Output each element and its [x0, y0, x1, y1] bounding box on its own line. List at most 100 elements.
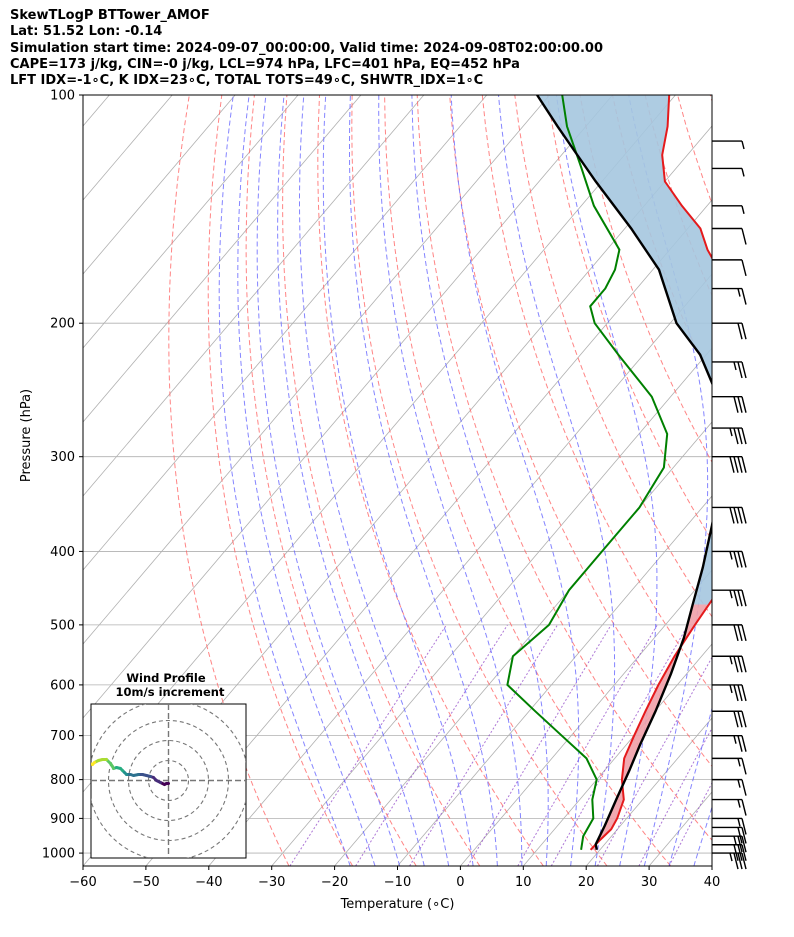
dry-adiabat	[245, 95, 417, 866]
wind-barb-flag	[741, 590, 747, 607]
wind-barb-flag	[733, 427, 739, 445]
chart-title: SkewTLogP BTTower_AMOF	[10, 8, 210, 23]
x-tick-label: 40	[704, 875, 721, 890]
moist-adiabat	[378, 95, 523, 866]
wind-barb-flag	[737, 396, 743, 413]
temperature-profile	[589, 95, 712, 851]
wind-barb	[712, 734, 747, 752]
chart-header: SkewTLogP BTTower_AMOF Lat: 51.52 Lon: -…	[10, 8, 603, 89]
isotherm-line	[271, 347, 712, 866]
isotherm-line	[83, 95, 299, 349]
wind-barb-half-flag	[733, 361, 737, 371]
mixing-ratio-line	[467, 624, 612, 866]
wind-barb-flag	[737, 656, 743, 673]
moist-adiabat	[555, 95, 658, 866]
y-axis-label: Pressure (hPa)	[19, 389, 34, 482]
moist-adiabat	[299, 95, 450, 866]
wind-barb-half-flag	[729, 551, 733, 560]
wind-barb-flag	[741, 758, 747, 775]
mixing-ratio-line	[289, 624, 447, 866]
wind-barb-flag	[741, 827, 747, 844]
y-tick-label: 700	[50, 729, 75, 744]
moist-adiabat	[411, 95, 549, 866]
moist-adiabat	[693, 805, 712, 866]
wind-barb	[712, 684, 747, 702]
indices-line: LFT IDX=-1∘C, K IDX=23∘C, TOTAL TOTS=49∘…	[10, 73, 484, 89]
wind-barb-flag	[741, 396, 747, 413]
dry-adiabat	[775, 95, 794, 866]
wind-barb	[712, 624, 747, 642]
wind-barb-flag	[737, 836, 743, 853]
location-line: Lat: 51.52 Lon: -0.14	[10, 24, 163, 40]
wind-barb	[712, 455, 747, 473]
wind-barb	[712, 205, 745, 214]
wind-barb-half-flag	[733, 735, 737, 744]
dry-adiabat	[317, 95, 544, 866]
wind-barb	[712, 361, 747, 379]
cin-area	[537, 95, 712, 605]
dry-adiabat	[514, 95, 712, 618]
wind-barb-flag	[737, 456, 743, 473]
y-tick-label: 1000	[42, 847, 75, 862]
wind-barb	[712, 427, 747, 445]
wind-barb	[712, 550, 747, 568]
wind-barb-flag	[741, 288, 747, 305]
isotherm-line	[585, 717, 712, 866]
wind-barb-half-flag	[729, 427, 733, 437]
y-tick-label: 200	[50, 317, 75, 332]
wind-barb	[712, 844, 747, 861]
mixing-ratio-line	[355, 624, 508, 866]
wind-barb-half-flag	[737, 799, 741, 808]
wind-barb-flag	[733, 844, 739, 861]
isotherm-line	[83, 95, 550, 645]
isotherm-line	[83, 95, 425, 497]
wind-barb-flag	[741, 427, 747, 445]
x-tick-label: −60	[69, 875, 96, 890]
moist-adiabat	[237, 95, 376, 866]
x-tick-label: 10	[515, 875, 532, 890]
wind-barb-flag	[733, 624, 739, 642]
hodograph-plot	[91, 704, 246, 858]
dry-adiabat	[351, 95, 608, 866]
y-tick-label: 500	[50, 618, 75, 633]
y-tick-label: 100	[50, 89, 75, 104]
isotherm-line	[334, 421, 712, 866]
wind-barb-half-flag	[741, 140, 745, 150]
x-tick-label: −10	[384, 875, 411, 890]
wind-barb-flag	[741, 836, 747, 853]
wind-barb-flag	[737, 624, 743, 642]
time-line: Simulation start time: 2024-09-07_00:00:…	[10, 40, 603, 56]
y-tick-label: 900	[50, 812, 75, 827]
wind-barb-half-flag	[733, 836, 737, 845]
moist-adiabat	[349, 95, 498, 866]
wind-barb	[712, 259, 747, 277]
wind-barb-flag	[737, 711, 743, 728]
wind-barbs	[712, 140, 747, 870]
moist-adiabat	[498, 95, 616, 866]
wind-barb-flag	[737, 427, 743, 445]
isotherm-line	[83, 95, 488, 571]
wind-barb-flag	[733, 684, 739, 702]
mixing-ratio-line	[596, 656, 712, 866]
wind-barb-flag	[741, 624, 747, 642]
moist-adiabat	[719, 95, 794, 866]
wind-barb	[712, 140, 745, 150]
dry-adiabat	[168, 95, 290, 866]
moist-adiabat	[322, 95, 474, 866]
dry-adiabat	[207, 95, 354, 866]
wind-barb	[712, 835, 747, 853]
wind-barb-flag	[733, 456, 739, 473]
wind-barb-flag	[741, 852, 747, 870]
dry-adiabat	[449, 95, 712, 768]
hodograph-segment	[91, 762, 94, 766]
wind-barb-half-flag	[729, 852, 733, 862]
wind-barb-flag	[737, 827, 743, 844]
cape-area	[590, 604, 709, 850]
dry-adiabat	[677, 95, 712, 206]
x-tick-label: −30	[258, 875, 285, 890]
wind-barb-half-flag	[737, 779, 741, 788]
cape-cin-fills	[537, 95, 712, 850]
wind-profile-title: Wind Profile	[126, 671, 206, 685]
wind-barb-half-flag	[729, 656, 733, 665]
